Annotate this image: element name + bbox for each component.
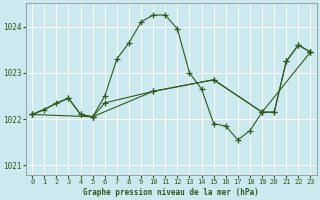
X-axis label: Graphe pression niveau de la mer (hPa): Graphe pression niveau de la mer (hPa): [84, 188, 259, 197]
